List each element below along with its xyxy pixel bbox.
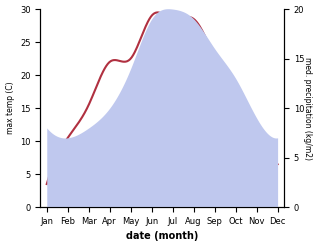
X-axis label: date (month): date (month) bbox=[126, 231, 198, 242]
Y-axis label: max temp (C): max temp (C) bbox=[5, 82, 15, 134]
Y-axis label: med. precipitation (kg/m2): med. precipitation (kg/m2) bbox=[303, 57, 313, 160]
